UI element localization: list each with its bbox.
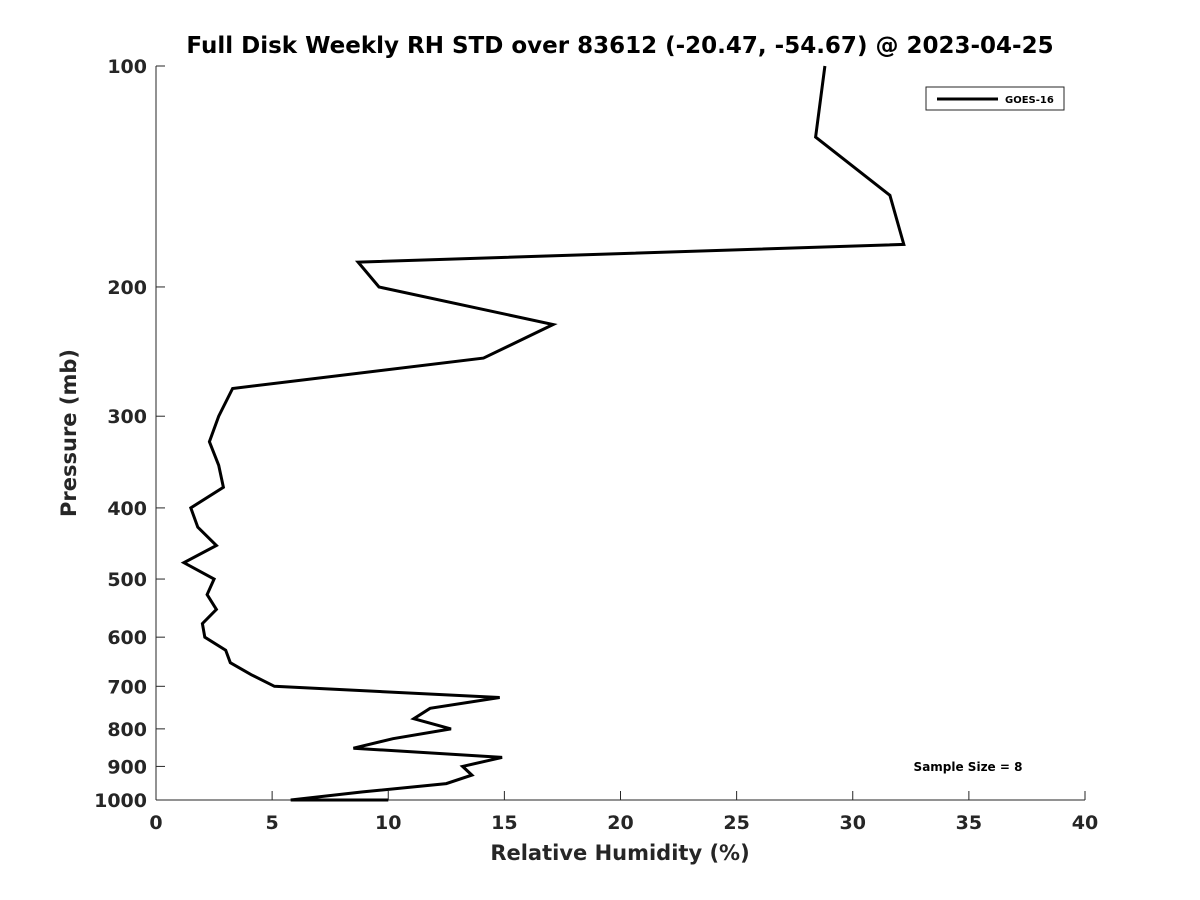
y-tick-label: 100 [107,56,147,78]
y-tick-label: 1000 [94,790,147,812]
x-tick-label: 15 [491,812,517,834]
y-tick-label: 600 [107,627,147,649]
y-tick-label: 700 [107,676,147,698]
y-tick-label: 800 [107,719,147,741]
x-axis-label: Relative Humidity (%) [490,841,749,865]
x-tick-label: 30 [840,812,866,834]
legend-label-goes16: GOES-16 [1005,95,1054,106]
y-tick-label: 200 [107,277,147,299]
y-tick-label: 900 [107,756,147,778]
x-tick-label: 35 [956,812,982,834]
series-line-goes-16 [180,65,906,802]
axes [155,66,1085,801]
x-tick-label: 20 [607,812,633,834]
series-layer [180,65,906,802]
x-tick-label: 0 [149,812,162,834]
chart-title: Full Disk Weekly RH STD over 83612 (-20.… [186,33,1053,59]
x-tick-label: 10 [375,812,401,834]
y-ticks: 100 200 300 400 500 600 700 800 900 1000 [94,56,165,812]
y-tick-label: 500 [107,569,147,591]
y-tick-label: 400 [107,498,147,520]
x-ticks: 0 5 10 15 20 25 30 35 40 [149,791,1098,834]
y-tick-label: 300 [107,406,147,428]
sample-size-annotation: Sample Size = 8 [914,760,1023,774]
x-tick-label: 40 [1072,812,1098,834]
x-tick-label: 5 [266,812,279,834]
y-axis-label: Pressure (mb) [57,349,81,517]
legend: GOES-16 [925,86,1065,111]
x-tick-label: 25 [723,812,749,834]
